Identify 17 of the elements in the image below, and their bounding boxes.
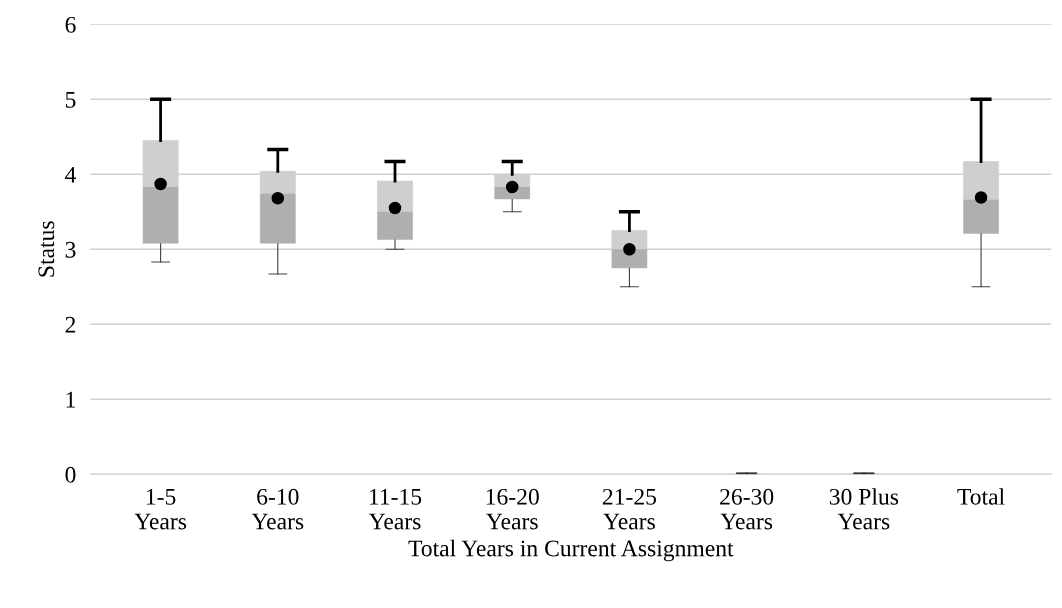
x-tick-label: 6-10 Years xyxy=(251,488,304,530)
y-tick-label: 6 xyxy=(65,16,76,33)
x-tick-label: 21-25 Years xyxy=(602,488,657,530)
y-tick-label: 0 xyxy=(65,466,76,483)
x-tick-label: Total xyxy=(957,488,1005,505)
y-tick-label: 4 xyxy=(65,166,77,183)
y-axis-title: Status xyxy=(38,221,55,277)
x-tick-label: 26-30 Years xyxy=(720,488,774,530)
x-tick-label: 16-20 Years xyxy=(486,488,539,530)
x-tick-label: 11-15 Years xyxy=(368,488,422,530)
y-tick-label: 5 xyxy=(65,92,76,108)
x-axis-title: Total Years in Current Assignment xyxy=(408,539,734,562)
y-tick-label: 1 xyxy=(66,391,75,408)
x-tick-label: 1-5 Years xyxy=(134,488,187,530)
y-tick-label: 3 xyxy=(65,241,76,258)
x-tick-label: 30 Plus Years xyxy=(829,488,899,530)
y-tick-label: 2 xyxy=(65,316,76,333)
